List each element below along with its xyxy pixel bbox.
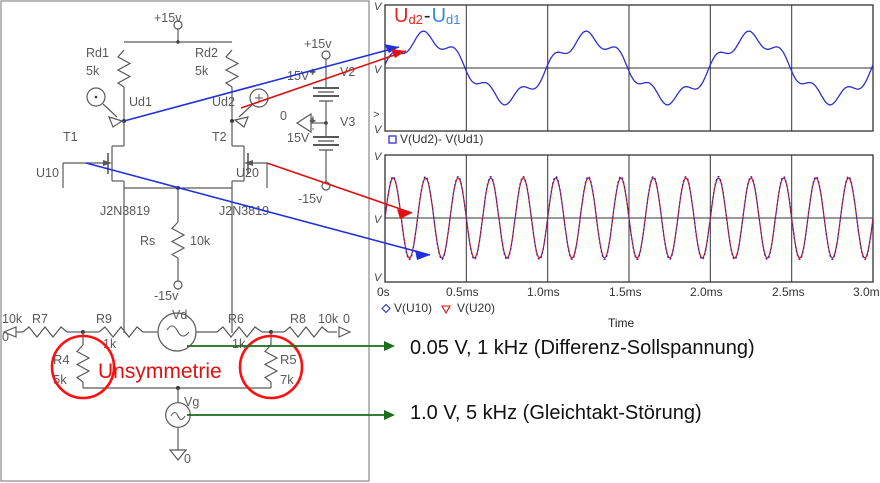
svg-text:T1: T1 [63, 130, 78, 144]
svg-text:V(U10): V(U10) [394, 301, 432, 315]
svg-text:J2N3819: J2N3819 [219, 204, 269, 218]
svg-text:V2: V2 [340, 65, 355, 79]
svg-text:1.5ms: 1.5ms [609, 285, 642, 299]
svg-text:+: + [310, 67, 315, 77]
svg-text:Ud1: Ud1 [129, 95, 152, 109]
svg-text:V3: V3 [340, 115, 355, 129]
svg-text:0: 0 [2, 330, 9, 344]
svg-text:0: 0 [343, 312, 350, 326]
svg-text:R7: R7 [32, 312, 48, 326]
svg-text:V: V [374, 214, 383, 226]
svg-text:R8: R8 [290, 312, 306, 326]
svg-text:R6: R6 [228, 312, 244, 326]
svg-text:3.0ms: 3.0ms [853, 285, 880, 299]
svg-text:T2: T2 [212, 130, 227, 144]
svg-text:V(U20): V(U20) [457, 301, 495, 315]
svg-text:Rd2: Rd2 [195, 46, 218, 60]
svg-text:Time: Time [608, 316, 635, 330]
svg-text:5k: 5k [195, 64, 209, 78]
svg-text:5k: 5k [86, 64, 100, 78]
svg-text:J2N3819: J2N3819 [100, 204, 150, 218]
svg-text:V: V [374, 124, 383, 136]
svg-text:U20: U20 [236, 166, 259, 180]
svg-text:Vd: Vd [172, 308, 187, 322]
svg-text:0.05 V, 1 kHz (Differenz-Solls: 0.05 V, 1 kHz (Differenz-Sollspannung) [410, 337, 755, 359]
svg-text:10k: 10k [190, 234, 211, 248]
svg-text:+: + [310, 116, 315, 126]
svg-text:R5: R5 [280, 352, 297, 367]
svg-text:V: V [374, 151, 383, 163]
svg-text:2.5ms: 2.5ms [772, 285, 805, 299]
svg-text:1k: 1k [232, 337, 246, 351]
svg-text:Rs: Rs [140, 234, 155, 248]
svg-text:0.5ms: 0.5ms [446, 285, 479, 299]
svg-text:10k: 10k [318, 312, 339, 326]
svg-text:>: > [373, 109, 380, 121]
svg-text:0: 0 [280, 109, 287, 123]
svg-text:R9: R9 [96, 312, 112, 326]
svg-text:+15v: +15v [154, 11, 182, 25]
svg-text:1.0 V, 5 kHz (Gleichtakt-Störu: 1.0 V, 5 kHz (Gleichtakt-Störung) [410, 402, 702, 424]
svg-text:U10: U10 [36, 166, 59, 180]
svg-text:7k: 7k [280, 372, 294, 387]
svg-text:Unsymmetrie: Unsymmetrie [98, 360, 222, 383]
svg-text:0: 0 [184, 452, 191, 466]
svg-text:-15v: -15v [154, 289, 179, 303]
svg-text:V: V [374, 64, 383, 76]
svg-text:1.0ms: 1.0ms [527, 285, 560, 299]
svg-text:V: V [374, 272, 383, 284]
svg-text:10k: 10k [2, 312, 23, 326]
svg-text:V(Ud2)- V(Ud1): V(Ud2)- V(Ud1) [400, 132, 483, 146]
svg-text:-15v: -15v [298, 192, 323, 206]
svg-text:V: V [374, 1, 383, 13]
svg-text:0s: 0s [377, 285, 390, 299]
svg-text:15V: 15V [287, 131, 310, 145]
svg-text:Rd1: Rd1 [86, 46, 109, 60]
svg-text:Vg: Vg [184, 395, 199, 409]
svg-text:+15v: +15v [304, 37, 332, 51]
svg-text:2.0ms: 2.0ms [690, 285, 723, 299]
